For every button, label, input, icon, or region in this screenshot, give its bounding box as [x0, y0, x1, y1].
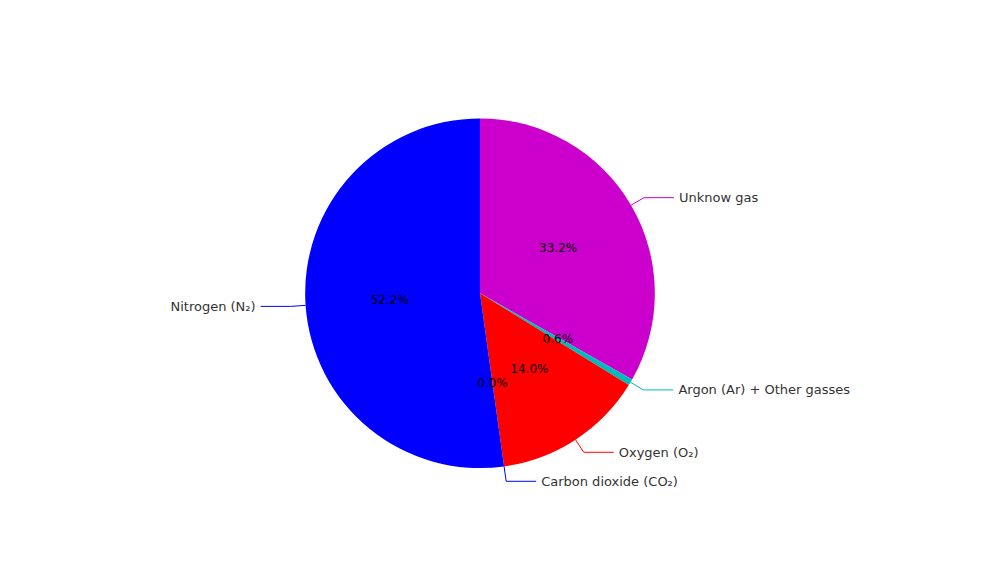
svg-text:Unknow gas: Unknow gas [679, 190, 758, 205]
svg-text:52.2%: 52.2% [371, 293, 409, 307]
svg-text:Argon (Ar) + Other gasses: Argon (Ar) + Other gasses [678, 382, 850, 397]
svg-text:0.0%: 0.0% [477, 376, 508, 390]
svg-text:Nitrogen (N₂): Nitrogen (N₂) [170, 299, 255, 314]
svg-text:0.6%: 0.6% [543, 332, 574, 346]
svg-text:Oxygen (O₂): Oxygen (O₂) [619, 445, 699, 460]
svg-text:14.0%: 14.0% [510, 362, 548, 376]
svg-text:Carbon dioxide (CO₂): Carbon dioxide (CO₂) [541, 474, 678, 489]
svg-text:33.2%: 33.2% [539, 241, 577, 255]
